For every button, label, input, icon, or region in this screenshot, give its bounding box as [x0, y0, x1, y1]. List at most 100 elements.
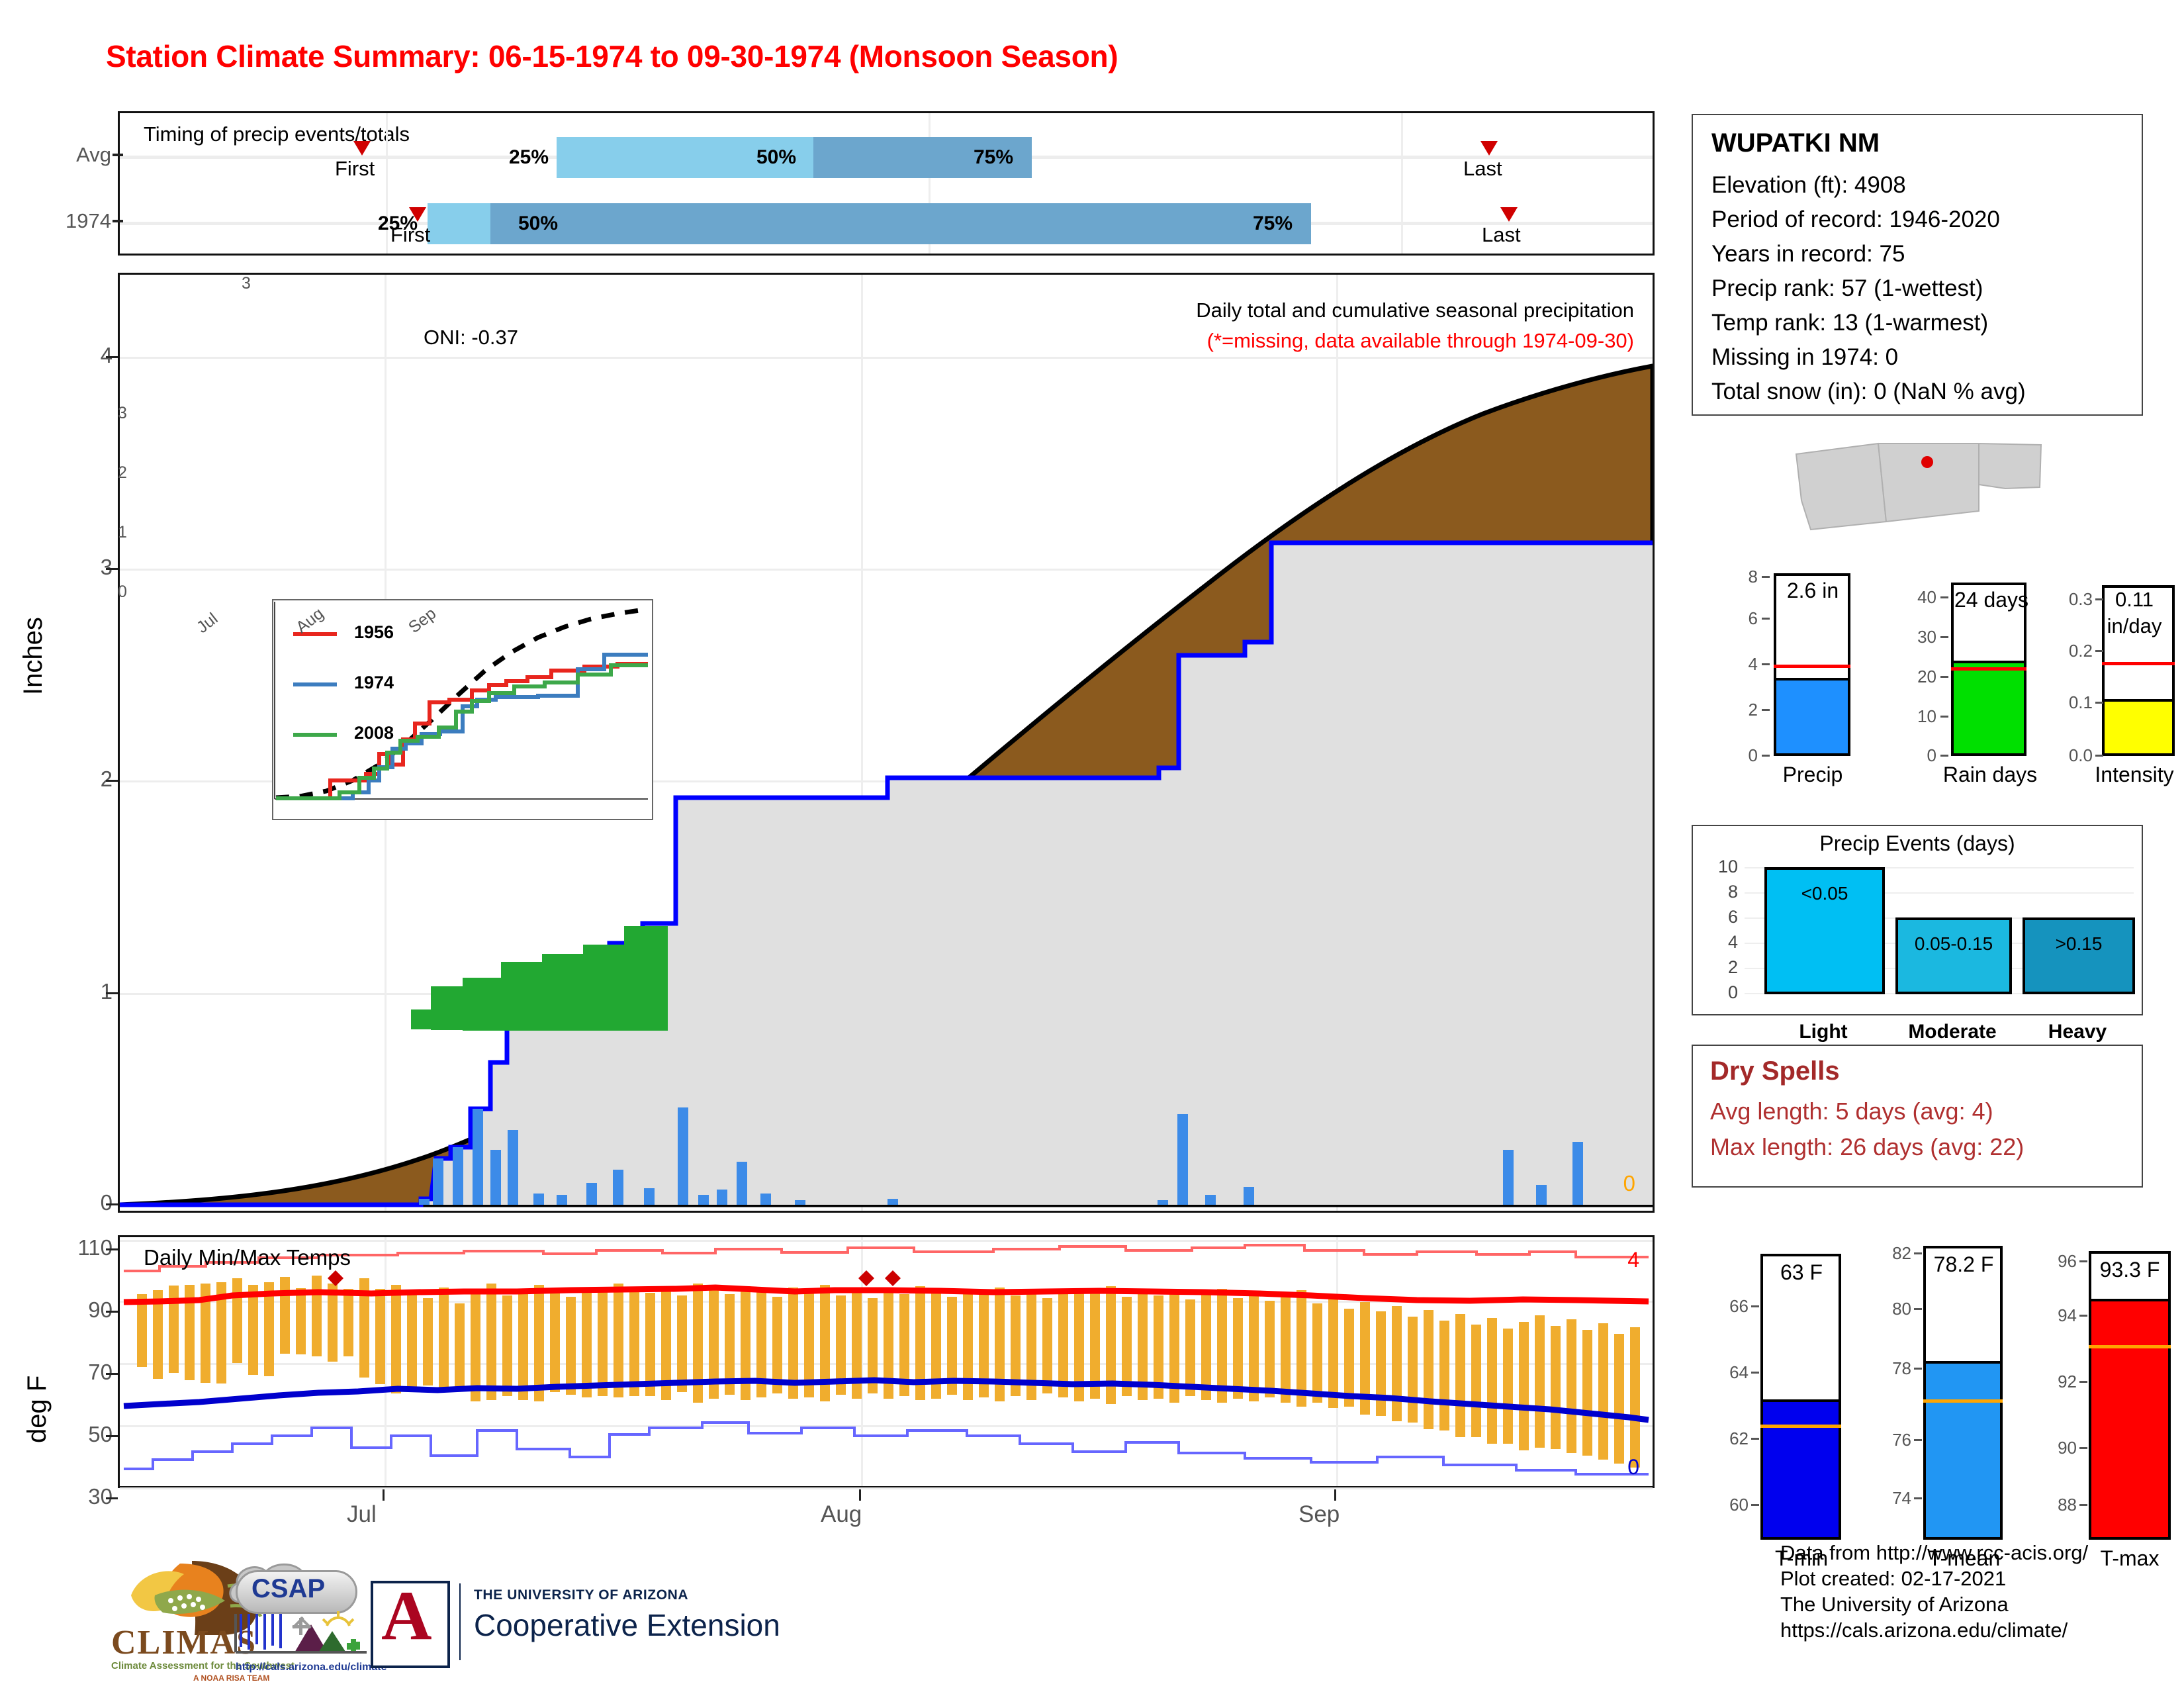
timing-1974-75-label: 75% [1253, 212, 1293, 234]
tmax-ytick-88: 88 [2058, 1495, 2077, 1515]
events-bar-heavy-range: >0.15 [2055, 933, 2103, 954]
temp-ytick-110: 110 [77, 1235, 113, 1260]
timing-avg-seg-50-75 [813, 137, 1032, 178]
credit-institution: The University of Arizona [1780, 1593, 2009, 1616]
tmax-tickmark-94 [2079, 1315, 2087, 1317]
temp-xtickmark-aug [859, 1489, 861, 1501]
tmin-avg-line [1760, 1425, 1841, 1428]
tmax-ytick-90: 90 [2058, 1438, 2077, 1458]
tmin-ytick-62: 62 [1729, 1429, 1749, 1448]
precip-events-title: Precip Events (days) [1819, 831, 2015, 855]
csap-url: http://cals.arizona.edu/climate [236, 1662, 387, 1673]
temp-gridline-50 [120, 1425, 1653, 1427]
intensity-tickmark-02 [2095, 650, 2103, 652]
events-gridline-8 [1745, 892, 2134, 894]
page-title: Station Climate Summary: 06-15-1974 to 0… [106, 39, 1118, 73]
oni-value: ONI: -0.37 [424, 326, 518, 349]
csap-pill [236, 1570, 357, 1614]
inset-legend-label-2008: 2008 [354, 723, 394, 743]
events-ytick-4: 4 [1727, 932, 1738, 952]
precip-chart-panel: Daily total and cumulative seasonal prec… [118, 273, 1655, 1213]
precip-ytick-4: 4 [100, 343, 113, 367]
station-years-in-record: Years in record: 75 [1711, 241, 1905, 267]
temp-ytick-70: 70 [88, 1360, 113, 1384]
events-bar-heavy [2023, 917, 2135, 994]
credits-block: Data from http://www.rcc-acis.org/ Plot … [1780, 1540, 2088, 1643]
temp-xtick-aug: Aug [821, 1501, 862, 1527]
inset-ytick-label-3: 3 [118, 404, 127, 422]
timing-1974-seg-50-75 [490, 203, 1311, 244]
station-precip-rank: Precip rank: 57 (1-wettest) [1711, 275, 1983, 301]
timing-avg-last-label: Last [1463, 157, 1502, 180]
tmax-avg-line [2089, 1345, 2171, 1348]
raindays-summary-caption: Rain days [1942, 763, 2038, 786]
precip-ytick-0: 0 [100, 1190, 113, 1215]
raindays-tickmark-40 [1940, 596, 1948, 598]
events-gridline-10 [1745, 867, 2134, 868]
precip-ytickmark-0 [106, 1203, 118, 1205]
arizona-divider [459, 1583, 461, 1660]
tmean-ytick-76: 76 [1892, 1430, 1911, 1450]
temp-xtickmark-jul [383, 1489, 385, 1501]
precip-summary-tickmark-8 [1762, 576, 1770, 578]
precip-daily-bars [419, 1107, 1583, 1205]
precip-header: Daily total and cumulative seasonal prec… [1196, 299, 1634, 322]
events-ytick-8: 8 [1727, 882, 1738, 902]
csap-wordmark: CSAP [251, 1574, 326, 1603]
raindays-summary-value: 24 days [1954, 588, 2029, 612]
inset-legend-swatch-1974 [293, 682, 337, 686]
tmean-ytick-82: 82 [1892, 1243, 1911, 1263]
precip-summary-value: 2.6 in [1786, 579, 1839, 602]
temp-record-low-count: 0 [1627, 1455, 1639, 1479]
events-bar-moderate-range: 0.05-0.15 [1914, 933, 1993, 954]
precip-ytick-1: 1 [100, 979, 113, 1004]
arizona-shield [371, 1581, 450, 1668]
arizona-line-2: Cooperative Extension [474, 1608, 780, 1642]
intensity-ytick-00: 0.0 [2068, 745, 2093, 765]
tmin-ytick-60: 60 [1729, 1495, 1749, 1515]
tmean-tickmark-78 [1914, 1368, 1922, 1370]
tmax-tickmark-92 [2079, 1381, 2087, 1383]
timing-avg-seg-25-50 [557, 137, 813, 178]
tmax-tickmark-90 [2079, 1447, 2087, 1449]
temp-ytick-90: 90 [88, 1297, 113, 1322]
inset-ytick-label-2: 2 [118, 463, 127, 482]
timing-avg-first-label: First [335, 157, 375, 180]
raindays-tickmark-20 [1940, 676, 1948, 678]
inset-legend-swatch-1956 [293, 632, 337, 636]
tmean-tickmark-76 [1914, 1439, 1922, 1441]
events-bar-light-range: <0.05 [1801, 883, 1848, 904]
temp-gridline-110 [120, 1240, 1653, 1242]
tmean-avg-line [1923, 1399, 2003, 1403]
timing-gridline [386, 113, 388, 254]
intensity-ytick-01: 0.1 [2068, 692, 2093, 712]
timing-1974-first-label: First [390, 223, 431, 246]
raindays-ytick-20: 20 [1917, 667, 1936, 686]
temp-ytickmark-90 [106, 1311, 118, 1313]
station-temp-rank: Temp rank: 13 (1-warmest) [1711, 310, 1989, 336]
temp-ytick-30: 30 [88, 1484, 113, 1509]
timing-row-label-avg: Avg [76, 143, 111, 166]
tmax-value: 93.3 F [2099, 1258, 2160, 1282]
precip-summary-caption: Precip [1782, 763, 1843, 786]
tmin-tickmark-64 [1751, 1372, 1759, 1374]
climas-tagline: Climate Assessment for the Southwest [111, 1660, 295, 1671]
precip-ytickmark-2 [106, 780, 118, 782]
timing-1974-seg-25-50 [428, 203, 490, 244]
events-category-heavy: Heavy [2048, 1021, 2107, 1043]
intensity-tickmark-00 [2095, 755, 2103, 757]
inset-legend-label-1974: 1974 [354, 673, 394, 692]
climas-tagline-2: A NOAA RISA TEAM [193, 1673, 270, 1683]
events-ytick-2: 2 [1727, 957, 1738, 977]
credit-data-source: Data from http://www.rcc-acis.org/ [1780, 1541, 2089, 1564]
events-ytick-6: 6 [1727, 907, 1738, 927]
temp-series [123, 1244, 1649, 1476]
locator-map [1795, 442, 2042, 531]
tmean-ytick-74: 74 [1892, 1488, 1911, 1508]
precip-summary-tickmark-0 [1762, 755, 1770, 757]
dry-spells-avg-length: Avg length: 5 days (avg: 4) [1710, 1098, 1993, 1125]
inset-ytick-label-1: 1 [118, 523, 127, 541]
timing-avg-25-label: 25% [509, 146, 549, 168]
tmin-value: 63 F [1780, 1260, 1823, 1284]
dry-spells-panel: Dry Spells Avg length: 5 days (avg: 4) M… [1692, 1045, 2143, 1188]
